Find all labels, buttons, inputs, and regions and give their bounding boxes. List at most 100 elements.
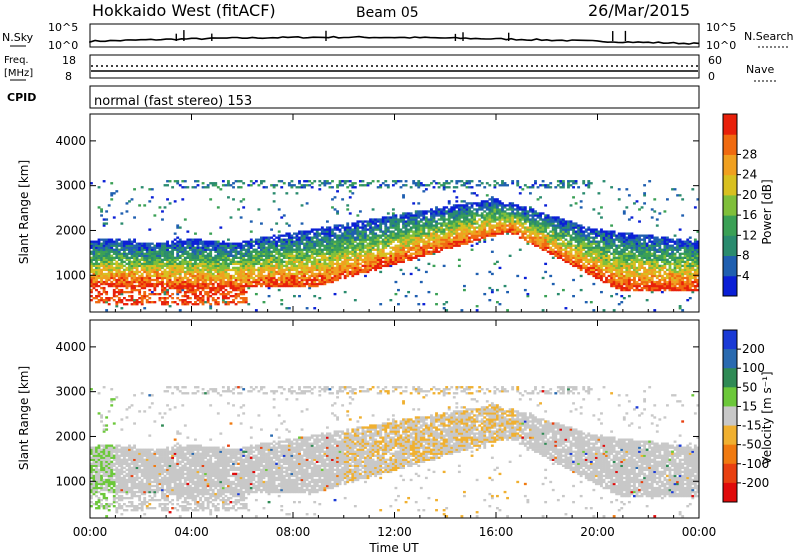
power-cell [171,252,175,255]
power-cell [310,252,314,255]
power-cell [470,206,474,209]
power-cell [260,274,263,278]
power-cell [181,258,185,262]
power-cell [478,240,482,243]
power-cell [523,276,527,280]
power-cell [318,264,322,268]
power-cell [313,256,317,259]
power-cell [376,256,380,259]
power-cell [379,224,383,227]
power-cell [95,274,98,278]
power-cell [95,244,98,247]
power-cell [483,240,487,243]
power-cell [490,228,494,231]
power-cell [325,234,329,237]
power-cell [455,196,459,199]
power-cell [130,242,134,245]
power-cell [455,226,459,229]
power-cell [216,290,220,294]
power-cell [594,272,598,276]
power-cell [323,262,327,266]
power-cell [186,296,190,300]
power-cell [272,242,276,245]
power-cell [556,236,560,239]
power-cell [176,248,180,251]
power-cell [521,206,525,209]
power-cell [254,180,258,183]
power-cell [320,278,324,282]
power-cell [498,220,502,223]
power-cell [567,246,570,249]
power-cell [572,244,575,247]
power-cell [490,200,494,203]
power-cell [166,303,169,306]
power-cell [584,268,588,272]
power-cell [470,240,474,243]
power-cell [107,204,111,207]
power-cell [216,252,220,255]
power-cell [336,278,339,282]
power-cell [254,256,258,259]
power-cell [473,208,476,211]
power-cell [320,236,324,239]
power-cell [275,240,279,243]
power-cell [470,180,474,183]
power-cell [488,212,492,215]
power-cell [229,284,233,288]
power-cell [348,236,352,239]
power-cell [143,260,147,264]
power-cell [176,266,180,270]
power-cell [493,262,497,266]
power-cell [107,284,111,288]
power-cell [115,240,119,243]
power-cell [358,248,362,251]
power-cell [369,238,372,241]
power-cell [122,296,126,300]
power-cell [211,276,215,280]
power-cell [275,242,279,245]
power-cell [290,238,294,241]
power-cell [239,276,243,280]
power-cell [597,256,601,259]
power-cell [285,266,289,270]
power-cell [572,254,575,257]
power-cell [196,278,200,282]
power-cell [353,250,357,253]
power-cell [110,246,114,249]
power-cell [351,232,355,235]
power-cell [95,276,98,280]
power-cell [328,236,332,239]
power-cell [506,212,509,215]
power-cell [437,238,441,241]
power-cell [90,246,93,249]
power-cell [117,244,121,247]
power-cell [559,244,563,247]
power-cell [112,242,116,245]
power-cell [424,184,428,187]
power-cell [554,242,558,245]
power-cell [374,236,378,239]
power-cell [501,210,504,213]
power-cell [470,210,474,213]
power-cell [166,240,169,243]
power-cell [295,260,299,264]
power-cell [214,240,218,243]
power-cell [188,240,192,243]
power-cell [338,236,342,239]
power-cell [496,226,499,229]
power-cell [381,250,385,253]
power-cell [234,272,238,276]
power-cell [267,246,271,249]
power-cell [216,186,220,189]
power-cell [348,230,352,233]
power-cell [221,278,225,282]
power-cell [412,252,416,255]
power-cell [191,290,195,294]
power-cell [201,264,205,268]
power-cell [361,268,365,272]
power-cell [445,226,449,229]
power-cell [589,250,593,253]
power-cell [148,258,152,262]
power-cell [417,252,421,255]
power-cell [452,208,456,211]
